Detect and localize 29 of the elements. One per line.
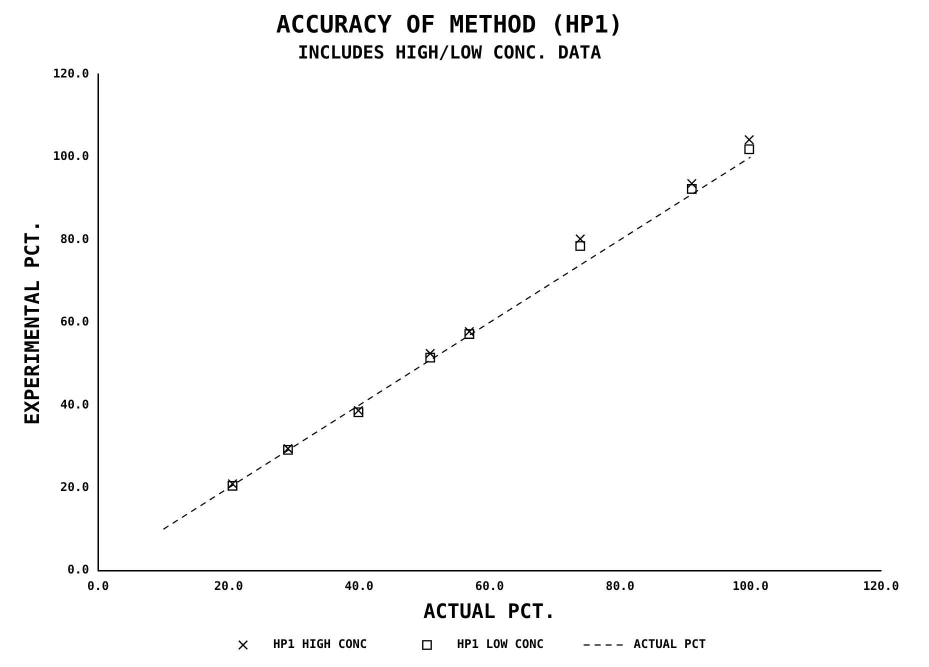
chart-subtitle: INCLUDES HIGH/LOW CONC. DATA	[298, 42, 602, 64]
y-tick-label: 0.0	[67, 562, 90, 577]
legend-label: HP1 HIGH CONC	[273, 637, 367, 652]
x-tick-label: 60.0	[475, 578, 504, 593]
point	[425, 352, 436, 363]
x-tick-label: 0.0	[87, 578, 109, 593]
point	[464, 329, 474, 339]
point	[575, 241, 586, 251]
x-tick-label: 120.0	[862, 578, 900, 593]
y-tick-label: 40.0	[60, 397, 90, 412]
point	[686, 184, 697, 194]
x-tick-label: 40.0	[344, 578, 374, 593]
y-tick-label: 60.0	[60, 314, 90, 329]
x-tick-label: 80.0	[606, 578, 634, 593]
y-axis-title: EXPERIMENTAL PCT.	[20, 220, 44, 425]
legend-label: HP1 LOW CONC	[456, 637, 544, 652]
y-tick-label: 100.0	[53, 149, 90, 164]
point	[425, 348, 436, 358]
x-tick-label: 20.0	[214, 578, 244, 593]
point	[575, 234, 586, 244]
point	[744, 144, 754, 154]
legend-label: ACTUAL PCT	[634, 637, 706, 652]
x-tick-label: 100.0	[732, 578, 769, 593]
x-axis-title: ACTUAL PCT.	[423, 599, 556, 624]
point	[744, 134, 754, 145]
chart-title: ACCURACY OF METHOD (HP1)	[276, 10, 623, 39]
y-tick-label: 120.0	[53, 66, 90, 81]
y-tick-label: 80.0	[60, 232, 90, 246]
y-tick-label: 20.0	[60, 480, 90, 494]
